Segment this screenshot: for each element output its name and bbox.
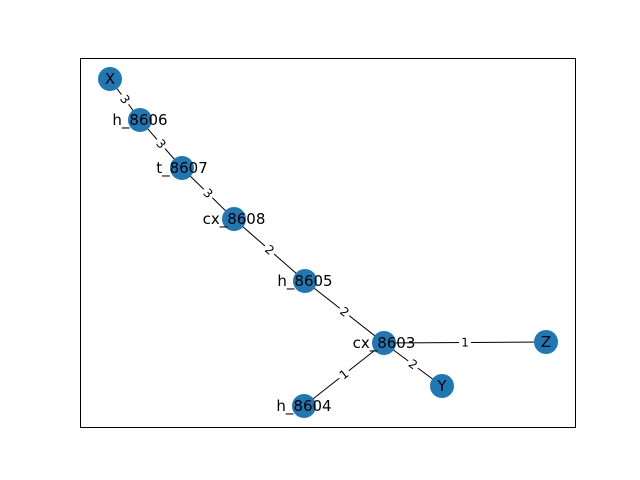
edge-label-background xyxy=(198,183,218,204)
edge-label-background xyxy=(259,240,280,260)
node-h_8606 xyxy=(128,108,152,132)
node-label: h_8605 xyxy=(277,272,332,291)
node-label: cx_8608 xyxy=(203,210,266,229)
edge-label-background xyxy=(403,354,423,375)
node-t_8607 xyxy=(170,156,194,180)
node-Y xyxy=(430,374,454,398)
edge-label-background xyxy=(458,334,472,351)
node-label: t_8607 xyxy=(156,159,208,178)
edge-label: 1 xyxy=(461,335,469,349)
edge-label-background xyxy=(115,89,135,110)
node-cx_8603 xyxy=(372,331,396,355)
node-label: Y xyxy=(436,377,447,395)
nodes-layer xyxy=(98,67,558,418)
node-h_8605 xyxy=(293,269,317,293)
edge-label-background xyxy=(151,134,171,154)
node-labels-layer: Xh_8606 t_8607 cx_8608 h_8605 cx_8603 Z Yh_860… xyxy=(105,70,551,416)
node-label: h_8606 xyxy=(112,111,167,130)
node-label: X xyxy=(105,70,115,88)
node-label: cx_8603 xyxy=(353,334,416,353)
node-h_8604 xyxy=(292,394,316,418)
node-cx_8608 xyxy=(222,207,246,231)
node-X xyxy=(98,67,122,91)
edge-label-background xyxy=(334,364,354,385)
node-label: Z xyxy=(541,333,551,351)
node-Z xyxy=(534,330,558,354)
edge-label-background xyxy=(334,302,355,322)
plot-frame xyxy=(80,58,576,428)
node-label: h_8604 xyxy=(276,397,331,416)
